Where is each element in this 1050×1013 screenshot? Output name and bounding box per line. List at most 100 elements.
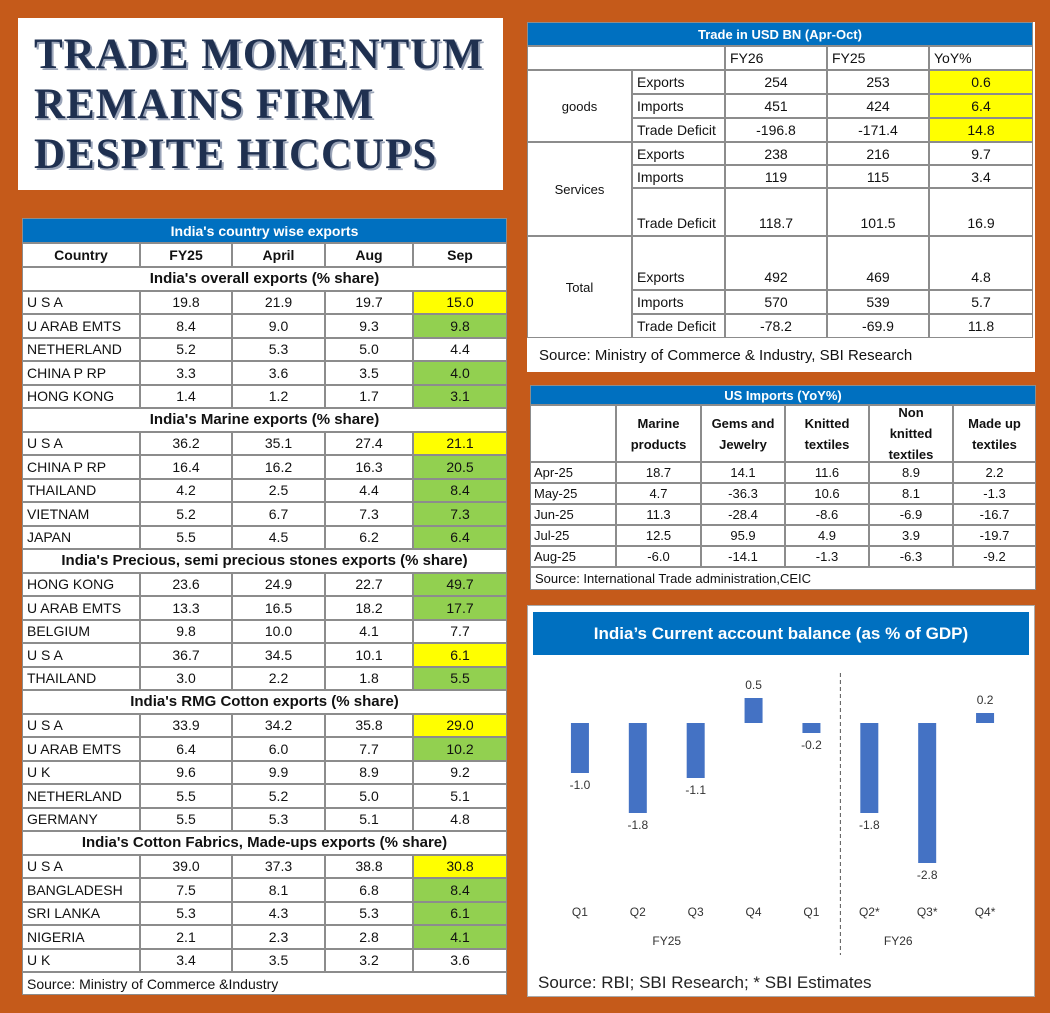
share-value: 38.8 [325, 854, 413, 878]
month: Apr-25 [530, 462, 616, 483]
share-value: 5.0 [325, 337, 413, 361]
table-title: Trade in USD BN (Apr-Oct) [527, 22, 1033, 46]
section-title: India's Precious, semi precious stones e… [22, 549, 507, 573]
headline: DESPITE HICCUPS [34, 131, 438, 178]
trade-value: 14.8 [929, 118, 1033, 142]
share-value: 16.5 [232, 596, 325, 620]
share-value: 7.5 [140, 878, 232, 902]
trade-value: 424 [827, 94, 929, 118]
trade-value: -196.8 [725, 118, 827, 142]
country-name: THAILAND [22, 478, 140, 502]
country-name: CHINA P RP [22, 361, 140, 385]
month: Jun-25 [530, 504, 616, 525]
share-value: 1.4 [140, 384, 232, 408]
share-value: 2.5 [232, 478, 325, 502]
share-value: 22.7 [325, 572, 413, 596]
trade-value: 253 [827, 70, 929, 94]
headline: REMAINS FIRM [34, 81, 375, 128]
row-item: Trade Deficit [632, 188, 725, 236]
country-name: NETHERLAND [22, 784, 140, 808]
trade-value: -171.4 [827, 118, 929, 142]
share-value: 5.5 [140, 525, 232, 549]
share-value: 34.5 [232, 643, 325, 667]
country-name: U ARAB EMTS [22, 314, 140, 338]
month: May-25 [530, 483, 616, 504]
yoy-value: -16.7 [953, 504, 1036, 525]
column-header: Gems and Jewelry [701, 405, 785, 462]
group-label: FY25 [652, 934, 681, 948]
share-value: 23.6 [140, 572, 232, 596]
share-value: 9.3 [325, 314, 413, 338]
chart-panel [527, 605, 1035, 997]
section-title: India's Cotton Fabrics, Made-ups exports… [22, 831, 507, 855]
row-item: Exports [632, 70, 725, 94]
share-value: 5.1 [413, 784, 507, 808]
share-value: 3.5 [232, 948, 325, 972]
share-value: 3.4 [140, 948, 232, 972]
share-value: 4.0 [413, 361, 507, 385]
share-value: 35.1 [232, 431, 325, 455]
share-value: 5.3 [325, 901, 413, 925]
share-value: 6.8 [325, 878, 413, 902]
value-label: -2.8 [917, 868, 938, 882]
yoy-value: -1.3 [953, 483, 1036, 504]
share-value: 8.4 [140, 314, 232, 338]
share-value: 6.4 [413, 525, 507, 549]
share-value: 4.4 [413, 337, 507, 361]
headline-box: TRADE MOMENTUM REMAINS FIRM DESPITE HICC… [18, 18, 503, 190]
country-name: VIETNAM [22, 502, 140, 526]
bar [802, 723, 821, 733]
share-value: 5.3 [140, 901, 232, 925]
yoy-value: 4.7 [616, 483, 701, 504]
share-value: 9.2 [413, 760, 507, 784]
share-value: 9.8 [140, 619, 232, 643]
country-name: U S A [22, 713, 140, 737]
share-value: 5.2 [140, 337, 232, 361]
share-value: 20.5 [413, 455, 507, 479]
x-tick-label: Q2* [859, 905, 880, 919]
country-name: U K [22, 760, 140, 784]
table-title: India's country wise exports [22, 218, 507, 243]
country-name: NETHERLAND [22, 337, 140, 361]
share-value: 8.4 [413, 478, 507, 502]
country-name: U S A [22, 854, 140, 878]
country-name: U S A [22, 643, 140, 667]
share-value: 5.1 [325, 807, 413, 831]
country-name: CHINA P RP [22, 455, 140, 479]
trade-value: 118.7 [725, 188, 827, 236]
country-name: BANGLADESH [22, 878, 140, 902]
share-value: 16.4 [140, 455, 232, 479]
share-value: 27.4 [325, 431, 413, 455]
trade-value: 492 [725, 236, 827, 290]
bar [976, 713, 995, 723]
share-value: 36.7 [140, 643, 232, 667]
header-blank [530, 405, 616, 462]
yoy-value: 14.1 [701, 462, 785, 483]
share-value: 4.1 [413, 925, 507, 949]
bar [918, 723, 937, 863]
x-tick-label: Q3 [688, 905, 704, 919]
share-value: 5.5 [413, 666, 507, 690]
share-value: 9.6 [140, 760, 232, 784]
share-value: 6.1 [413, 643, 507, 667]
trade-value: 216 [827, 142, 929, 165]
group-label: FY26 [884, 934, 913, 948]
column-header: Marine products [616, 405, 701, 462]
share-value: 9.0 [232, 314, 325, 338]
share-value: 6.2 [325, 525, 413, 549]
yoy-value: -1.3 [785, 546, 869, 567]
share-value: 5.2 [232, 784, 325, 808]
trade-value: 16.9 [929, 188, 1033, 236]
share-value: 7.3 [413, 502, 507, 526]
row-item: Trade Deficit [632, 314, 725, 338]
share-value: 34.2 [232, 713, 325, 737]
share-value: 49.7 [413, 572, 507, 596]
share-value: 2.1 [140, 925, 232, 949]
trade-value: 451 [725, 94, 827, 118]
share-value: 36.2 [140, 431, 232, 455]
trade-value: 9.7 [929, 142, 1033, 165]
yoy-value: 12.5 [616, 525, 701, 546]
row-item: Exports [632, 236, 725, 290]
row-item: Trade Deficit [632, 118, 725, 142]
section-title: India's Marine exports (% share) [22, 408, 507, 432]
